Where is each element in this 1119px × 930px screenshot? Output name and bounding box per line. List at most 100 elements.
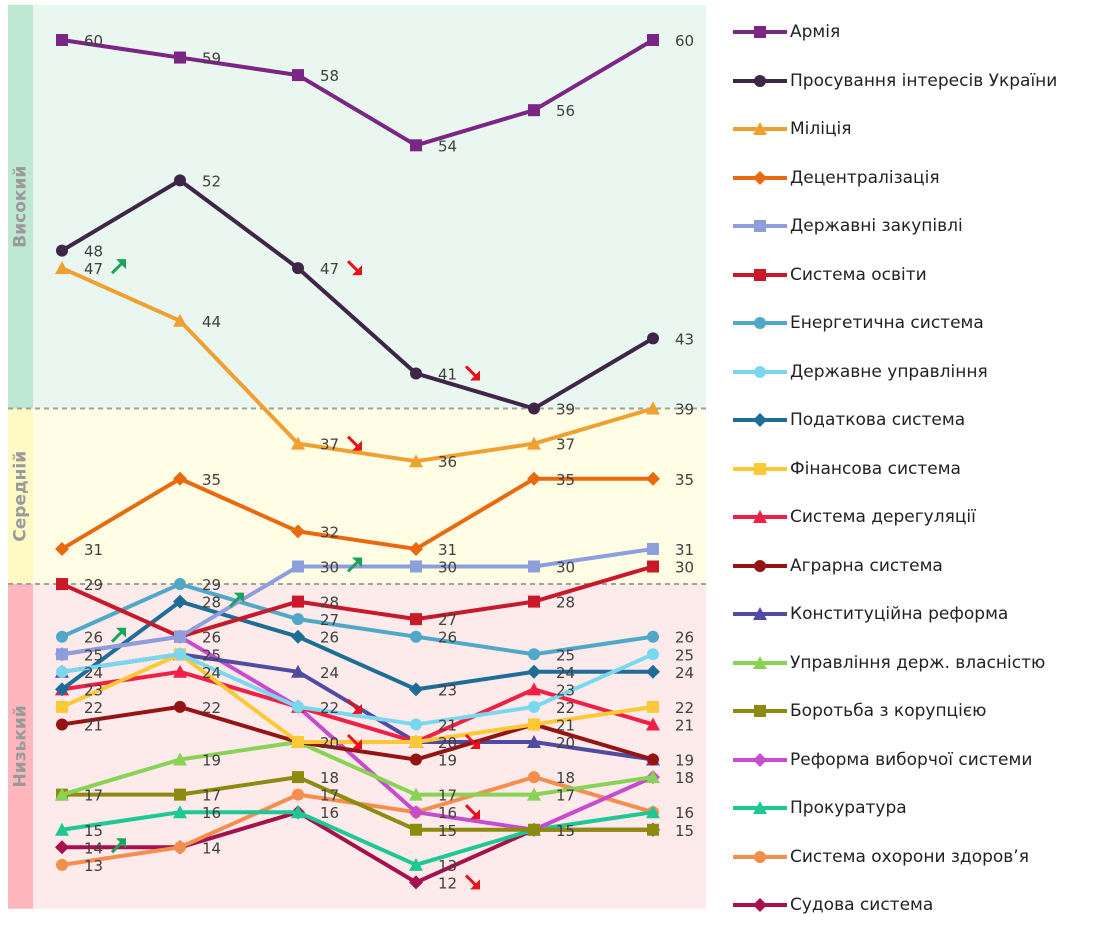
data-point (527, 436, 541, 450)
data-label: 31 (438, 541, 457, 559)
data-point (56, 34, 68, 46)
legend-item: Державні закупівлі (732, 202, 1119, 251)
data-point (56, 244, 68, 257)
data-label: 15 (675, 822, 694, 840)
data-point (646, 471, 660, 486)
data-point (174, 630, 186, 643)
legend-marker-icon (733, 898, 787, 913)
data-point (174, 788, 186, 801)
data-point (55, 261, 69, 275)
data-label: 56 (556, 102, 575, 120)
legend-item: Система освіти (732, 251, 1119, 300)
data-label: 22 (202, 699, 221, 717)
data-point (528, 595, 540, 608)
legend-item: Державне управління (732, 348, 1119, 397)
line-chart: Високий Середній Низький 60 59 58 54 56 60 48 52 47… (8, 4, 706, 909)
legend-label: Фінансова система (790, 458, 961, 479)
data-point (55, 682, 69, 697)
data-label: 30 (556, 559, 575, 577)
data-point (409, 875, 423, 890)
data-point (292, 700, 304, 713)
series-line (61, 810, 654, 867)
data-point (410, 367, 422, 380)
data-point (409, 541, 423, 556)
data-point (647, 34, 659, 46)
data-point (528, 104, 540, 117)
data-label: 35 (675, 471, 694, 489)
data-label: 23 (556, 681, 575, 699)
data-label: 25 (84, 646, 103, 664)
data-point (528, 823, 540, 836)
band-strip (8, 4, 33, 409)
legend-marker-icon (733, 462, 787, 475)
data-label: 24 (84, 664, 103, 682)
data-point (409, 787, 423, 801)
legend-label: Державне управління (790, 361, 988, 382)
data-point (173, 805, 187, 819)
legend-label: Податкова система (790, 410, 966, 431)
series-layer (55, 34, 660, 890)
data-label: 28 (320, 594, 339, 612)
data-label: 37 (556, 436, 575, 454)
data-label: 30 (438, 559, 457, 577)
data-label: 22 (675, 699, 694, 717)
series-3 (55, 261, 660, 468)
data-label: 16 (320, 804, 339, 822)
data-label: 30 (320, 559, 339, 577)
data-point (528, 700, 540, 713)
data-label: 13 (84, 857, 103, 875)
legend-marker-icon (733, 607, 787, 621)
legend-item: Система охорони здоров’я (732, 833, 1119, 882)
data-point (292, 69, 304, 82)
data-label: 37 (320, 436, 339, 454)
legend-marker-icon (733, 74, 787, 87)
data-point (56, 648, 68, 661)
legend-label: Судова система (790, 895, 934, 916)
data-point (647, 630, 659, 643)
legend-label: Енергетична система (790, 313, 984, 334)
legend-item: Аграрна система (732, 542, 1119, 591)
data-point (646, 717, 660, 731)
series-4 (55, 471, 660, 556)
legend-item: Управління держ. власністю (732, 639, 1119, 688)
series-line (61, 266, 654, 464)
data-point (647, 648, 659, 661)
legend-marker-icon (733, 655, 787, 669)
data-point (528, 771, 540, 784)
legend-marker-icon (733, 317, 787, 330)
data-point (174, 51, 186, 64)
series-line (61, 669, 654, 744)
series-line (61, 740, 654, 797)
trend-arrow-down-icon (464, 804, 480, 820)
data-point (56, 665, 68, 678)
data-label: 60 (84, 32, 103, 50)
data-label: 39 (556, 401, 575, 419)
legend-item: Конституційна реформа (732, 590, 1119, 639)
series-line (62, 775, 653, 832)
data-point (647, 700, 659, 713)
trend-arrow-down-icon (464, 874, 480, 890)
data-point (410, 718, 422, 731)
series-1 (56, 34, 659, 152)
band-area (8, 408, 706, 585)
data-label: 58 (320, 67, 339, 85)
data-label: 18 (556, 769, 575, 787)
data-label: 24 (556, 664, 575, 682)
data-point (409, 805, 423, 820)
data-label: 24 (320, 664, 339, 682)
data-point (56, 578, 68, 591)
legend-label: Система охорони здоров’я (790, 846, 1029, 867)
legend-item: Реформа виборчої системи (732, 736, 1119, 785)
legend-label: Прокуратура (790, 798, 907, 819)
legend-label: Державні закупівлі (790, 216, 963, 237)
trend-arrow-down-icon (346, 733, 362, 749)
data-point (173, 594, 187, 609)
data-label: 16 (438, 804, 457, 822)
data-point (528, 402, 540, 415)
data-point (292, 736, 304, 748)
data-label: 24 (202, 664, 221, 682)
data-label: 60 (675, 32, 694, 50)
data-point (173, 752, 187, 766)
data-label: 35 (556, 471, 575, 489)
data-point (409, 857, 423, 871)
